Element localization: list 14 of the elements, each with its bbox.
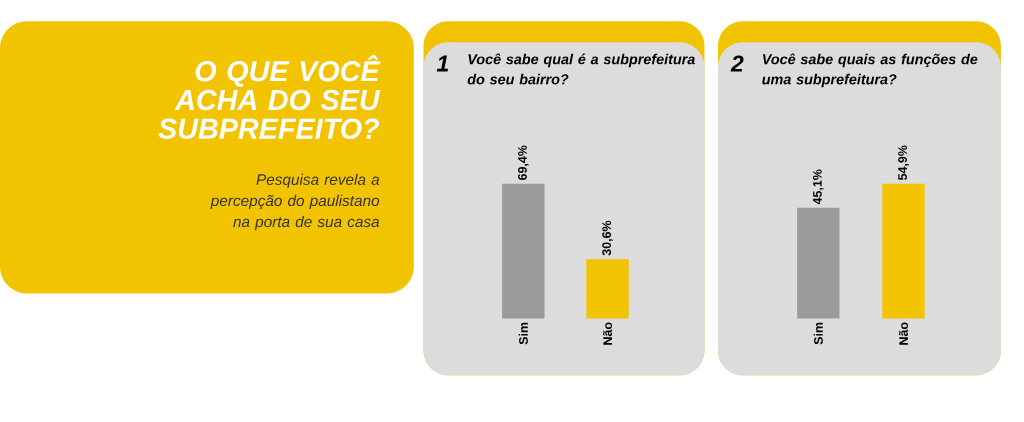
data-label: 54,9%: [898, 145, 909, 180]
text: O QUE VOCÊ ACHA DO SEU SUBPREFEITO?: [158, 55, 381, 139]
x-tick-label: Sim: [518, 322, 528, 345]
x-tick-label: Sim: [813, 322, 823, 345]
data-label: 45,1%: [812, 169, 824, 205]
chart-title: Você sabe qual é a subprefeitura do seu bairro?: [467, 53, 695, 85]
data-label: 69,4%: [518, 145, 529, 180]
data-label: 30,6%: [602, 220, 613, 256]
x-tick-label: Não: [898, 322, 909, 345]
text: 1: [436, 55, 449, 72]
chart-title: Você sabe quais as funções de uma subprefeitura?: [762, 53, 978, 88]
text: 2: [730, 55, 744, 72]
x-tick-label: Não: [602, 322, 613, 345]
text: Pesquisa revela a percepção do paulistano na porta de sua casa: [210, 173, 380, 230]
